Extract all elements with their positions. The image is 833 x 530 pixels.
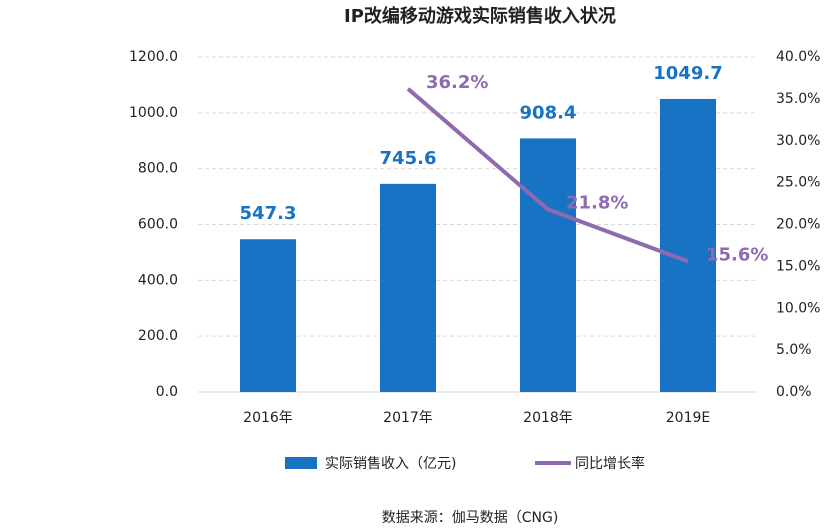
bar-value-label: 908.4 [520, 102, 577, 123]
bar [660, 98, 716, 393]
y-tick-label: 800.0 [138, 161, 178, 177]
x-tick-label: 2019E [666, 410, 710, 426]
y2-tick-label: 0.0% [776, 384, 812, 400]
x-tick-label: 2016年 [243, 410, 293, 426]
y2-tick-label: 35.0% [776, 91, 820, 107]
y2-tick-label: 5.0% [776, 342, 812, 358]
y2-tick-label: 10.0% [776, 300, 820, 316]
bar-value-label: 547.3 [240, 203, 297, 224]
bar-value-label: 745.6 [380, 148, 437, 169]
y-tick-label: 400.0 [138, 272, 178, 288]
legend-label: 同比增长率 [575, 455, 645, 472]
y2-tick-label: 40.0% [776, 49, 820, 65]
legend-label: 实际销售收入（亿元) [325, 456, 456, 472]
y-tick-label: 0.0 [156, 384, 178, 400]
y-tick-label: 1000.0 [129, 105, 178, 121]
x-tick-label: 2017年 [383, 410, 433, 426]
bar [240, 239, 296, 392]
x-tick-label: 2018年 [523, 410, 573, 426]
bar-value-label: 1049.7 [653, 63, 722, 84]
chart-title: IP改编移动游戏实际销售收入状况 [344, 5, 616, 27]
y2-tick-label: 15.0% [776, 258, 820, 274]
y-tick-label: 1200.0 [129, 49, 178, 65]
bar [520, 138, 576, 392]
y-tick-label: 200.0 [138, 328, 178, 344]
legend-swatch [285, 457, 317, 469]
bar [380, 183, 436, 392]
y2-tick-label: 20.0% [776, 217, 820, 233]
line [406, 87, 689, 264]
y2-tick-label: 30.0% [776, 133, 820, 149]
line-value-label: 36.2% [426, 72, 488, 93]
line-value-label: 15.6% [706, 244, 768, 265]
line-value-label: 21.8% [566, 192, 628, 213]
y2-tick-label: 25.0% [776, 175, 820, 191]
y-tick-label: 600.0 [138, 217, 178, 233]
source: 数据来源：伽马数据（CNG) [382, 510, 559, 526]
